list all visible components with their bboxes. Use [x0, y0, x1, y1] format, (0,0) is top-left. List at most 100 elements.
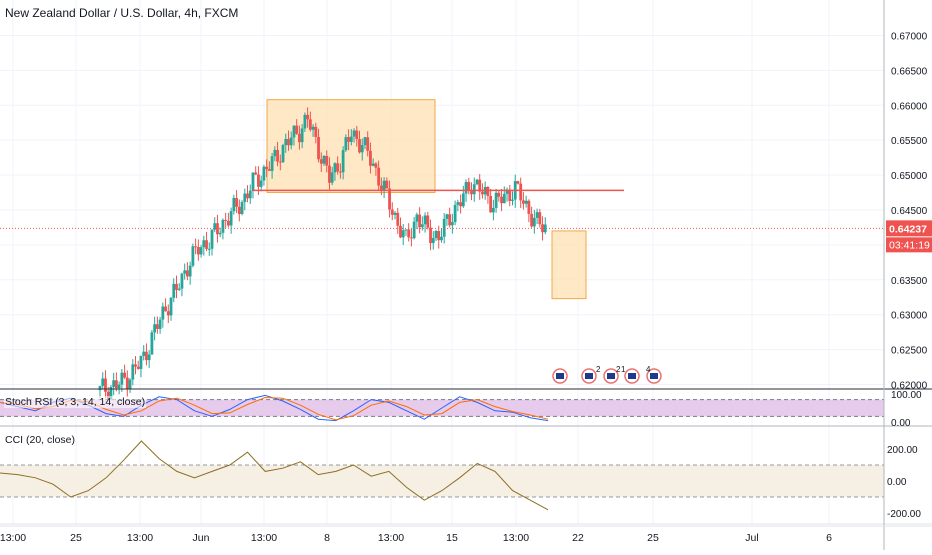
candle-body: [147, 354, 151, 361]
candle-body: [142, 351, 146, 356]
cci-band: [0, 465, 884, 497]
candle-body: [322, 155, 326, 164]
candle-body: [155, 324, 159, 329]
stoch-tick-label: 100.00: [891, 390, 922, 401]
current-price-value: 0.64237: [889, 223, 927, 235]
cci-label[interactable]: CCI (20, close): [4, 434, 77, 446]
candle-body: [125, 377, 129, 390]
candle-body: [300, 128, 304, 143]
candle-body: [240, 202, 244, 214]
candle-body: [489, 195, 493, 213]
candle-body: [267, 169, 271, 171]
candle-body: [136, 366, 140, 369]
stoch-rsi-label[interactable]: Stoch RSI (3, 3, 14, 14, close): [4, 396, 147, 408]
candle-body: [295, 125, 299, 134]
candle-body: [270, 156, 274, 171]
candle-body: [191, 246, 195, 266]
candle-body: [341, 150, 345, 173]
cci-tick-label: 0.00: [887, 477, 907, 488]
candle-body: [278, 161, 282, 163]
candle-body: [481, 191, 484, 195]
candle-body: [287, 138, 290, 146]
candle-body: [401, 230, 405, 238]
candle-body: [519, 183, 523, 201]
candle-body: [317, 136, 320, 160]
candle-body: [169, 297, 173, 316]
candle-body: [475, 179, 479, 185]
candle-body: [172, 283, 176, 298]
candle-body: [319, 159, 323, 164]
candle-body: [385, 180, 389, 189]
time-tick-label: Jun: [193, 532, 210, 544]
candle-body: [486, 187, 490, 196]
event-count-label: 4: [646, 365, 651, 374]
candle-body: [347, 137, 350, 142]
us-flag-icon: [607, 373, 615, 379]
candle-body: [308, 119, 312, 130]
candle-body: [538, 212, 542, 225]
price-tick-label: 0.65500: [891, 136, 928, 147]
candle-body: [306, 114, 310, 120]
price-tick-label: 0.64500: [891, 206, 928, 217]
price-tick-label: 0.67000: [891, 31, 928, 42]
symbol-title[interactable]: New Zealand Dollar / U.S. Dollar, 4h, FX…: [5, 6, 239, 20]
candle-body: [248, 190, 252, 199]
candle-body: [404, 229, 408, 231]
candle-body: [352, 130, 356, 137]
candle-body: [158, 319, 162, 329]
price-tick-label: 0.63000: [891, 311, 928, 322]
stoch-tick-label: 0.00: [891, 418, 911, 429]
candle-body: [478, 179, 482, 192]
candle-body: [194, 246, 198, 248]
time-tick-label: 25: [70, 532, 82, 544]
price-tick-label: 0.63500: [891, 276, 928, 287]
candle-body: [453, 204, 457, 223]
candle-body: [289, 137, 293, 146]
candle-body: [164, 306, 167, 312]
candle-body: [522, 200, 525, 204]
candle-body: [371, 163, 375, 166]
time-tick-label: 15: [446, 532, 458, 544]
candle-body: [396, 212, 400, 226]
candle-body: [210, 229, 214, 249]
candle-body: [437, 231, 441, 241]
candle-body: [262, 166, 266, 181]
event-count-label: 1: [621, 365, 626, 374]
candle-body: [177, 288, 181, 290]
candle-body: [366, 137, 370, 151]
us-flag-icon: [650, 373, 658, 379]
candle-body: [273, 149, 277, 157]
time-tick-label: 13:00: [0, 532, 26, 544]
candle-body: [199, 247, 203, 255]
candle-body: [218, 232, 222, 235]
candle-body: [106, 391, 110, 400]
candle-body: [325, 155, 329, 166]
candle-body: [497, 192, 501, 197]
candle-body: [330, 172, 334, 183]
candle-body: [502, 193, 506, 204]
candle-body: [180, 273, 184, 289]
candle-body: [524, 200, 528, 204]
candle-body: [511, 199, 514, 201]
time-tick-label: 13:00: [378, 532, 404, 544]
event-count-label: 2: [616, 365, 621, 374]
candle-body: [207, 248, 211, 250]
candle-body: [254, 172, 258, 175]
candle-body: [379, 185, 383, 191]
countdown-value: 03:41:19: [889, 239, 930, 251]
candle-body: [166, 311, 170, 316]
candle-body: [232, 197, 236, 212]
supply-zone-box: [266, 99, 436, 194]
candle-body: [472, 184, 476, 195]
candle-body: [229, 211, 233, 226]
candle-body: [112, 380, 116, 387]
candle-body: [134, 364, 137, 367]
candle-body: [388, 188, 391, 210]
candle-body: [98, 385, 102, 391]
candle-body: [298, 133, 301, 143]
candle-body: [349, 136, 353, 142]
candle-body: [251, 172, 255, 191]
candle-body: [423, 215, 427, 225]
